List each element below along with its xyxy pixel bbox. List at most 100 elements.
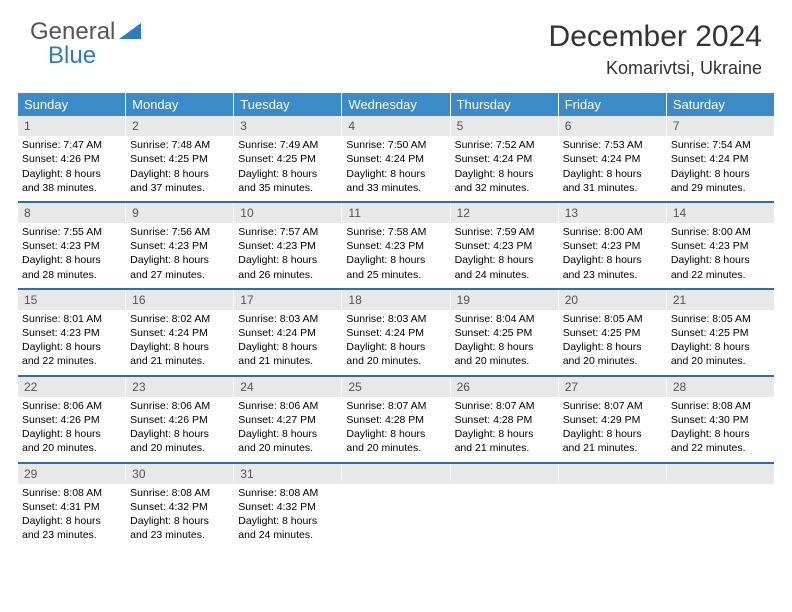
sunset-line: Sunset: 4:28 PM bbox=[455, 413, 554, 427]
title-block: December 2024 Komarivtsi, Ukraine bbox=[549, 20, 762, 79]
sunrise-line: Sunrise: 7:50 AM bbox=[346, 138, 445, 152]
sunset-line: Sunset: 4:24 PM bbox=[346, 152, 445, 166]
day-body: Sunrise: 8:01 AMSunset: 4:23 PMDaylight:… bbox=[18, 310, 125, 375]
day-header: Sunday bbox=[18, 93, 126, 116]
sunrise-line: Sunrise: 8:03 AM bbox=[346, 312, 445, 326]
sunset-line: Sunset: 4:23 PM bbox=[671, 239, 770, 253]
sunset-line: Sunset: 4:28 PM bbox=[346, 413, 445, 427]
day-number: 26 bbox=[451, 377, 558, 397]
sunset-line: Sunset: 4:25 PM bbox=[671, 326, 770, 340]
weeks-container: 1Sunrise: 7:47 AMSunset: 4:26 PMDaylight… bbox=[18, 116, 774, 548]
day-number: 27 bbox=[559, 377, 666, 397]
brand-part2-row: Blue bbox=[30, 44, 96, 68]
daylight-line: Daylight: 8 hours and 38 minutes. bbox=[22, 167, 121, 195]
day-number: 9 bbox=[126, 203, 233, 223]
day-body: Sunrise: 8:02 AMSunset: 4:24 PMDaylight:… bbox=[126, 310, 233, 375]
day-body: Sunrise: 8:05 AMSunset: 4:25 PMDaylight:… bbox=[559, 310, 666, 375]
sunset-line: Sunset: 4:23 PM bbox=[563, 239, 662, 253]
day-body: Sunrise: 7:49 AMSunset: 4:25 PMDaylight:… bbox=[234, 136, 341, 201]
daylight-line: Daylight: 8 hours and 20 minutes. bbox=[671, 340, 770, 368]
day-body: Sunrise: 8:08 AMSunset: 4:32 PMDaylight:… bbox=[126, 484, 233, 549]
day-cell: 2Sunrise: 7:48 AMSunset: 4:25 PMDaylight… bbox=[126, 116, 234, 201]
daylight-line: Daylight: 8 hours and 22 minutes. bbox=[671, 427, 770, 455]
day-number: 25 bbox=[342, 377, 449, 397]
brand-name: General bbox=[30, 20, 141, 44]
day-cell: 25Sunrise: 8:07 AMSunset: 4:28 PMDayligh… bbox=[342, 377, 450, 462]
day-number: 24 bbox=[234, 377, 341, 397]
sunset-line: Sunset: 4:25 PM bbox=[455, 326, 554, 340]
day-cell: 11Sunrise: 7:58 AMSunset: 4:23 PMDayligh… bbox=[342, 203, 450, 288]
day-number: 30 bbox=[126, 464, 233, 484]
day-cell: 20Sunrise: 8:05 AMSunset: 4:25 PMDayligh… bbox=[559, 290, 667, 375]
daylight-line: Daylight: 8 hours and 33 minutes. bbox=[346, 167, 445, 195]
day-cell bbox=[667, 464, 774, 549]
sunrise-line: Sunrise: 8:08 AM bbox=[22, 486, 121, 500]
day-cell: 24 Sunrise: 8:06 AMSunset: 4:27 PMDayligh… bbox=[234, 377, 342, 462]
day-body: Sunrise: 8:00 AMSunset: 4:23 PMDaylight:… bbox=[559, 223, 666, 288]
daylight-line: Daylight: 8 hours and 37 minutes. bbox=[130, 167, 229, 195]
sunrise-line: Sunrise: 7:59 AM bbox=[455, 225, 554, 239]
sunset-line: Sunset: 4:23 PM bbox=[130, 239, 229, 253]
day-number: 20 bbox=[559, 290, 666, 310]
sunrise-line: Sunrise: 8:08 AM bbox=[130, 486, 229, 500]
day-body: Sunrise: 7:59 AMSunset: 4:23 PMDaylight:… bbox=[451, 223, 558, 288]
day-header: Thursday bbox=[451, 93, 559, 116]
daylight-line: Daylight: 8 hours and 31 minutes. bbox=[563, 167, 662, 195]
daylight-line: Daylight: 8 hours and 20 minutes. bbox=[563, 340, 662, 368]
sunset-line: Sunset: 4:25 PM bbox=[563, 326, 662, 340]
sunrise-line: Sunrise: 8:06 AM bbox=[238, 399, 337, 413]
day-number: 16 bbox=[126, 290, 233, 310]
sunset-line: Sunset: 4:24 PM bbox=[671, 152, 770, 166]
day-body: Sunrise: 8:05 AMSunset: 4:25 PMDaylight:… bbox=[667, 310, 774, 375]
day-header: Tuesday bbox=[234, 93, 342, 116]
sunset-line: Sunset: 4:23 PM bbox=[22, 239, 121, 253]
day-number: 2 bbox=[126, 116, 233, 136]
daylight-line: Daylight: 8 hours and 29 minutes. bbox=[671, 167, 770, 195]
daylight-line: Daylight: 8 hours and 20 minutes. bbox=[238, 427, 337, 455]
sunset-line: Sunset: 4:24 PM bbox=[238, 326, 337, 340]
daylight-line: Daylight: 8 hours and 20 minutes. bbox=[346, 340, 445, 368]
sunset-line: Sunset: 4:23 PM bbox=[238, 239, 337, 253]
week-row: 1Sunrise: 7:47 AMSunset: 4:26 PMDaylight… bbox=[18, 116, 774, 203]
day-cell: 8Sunrise: 7:55 AMSunset: 4:23 PMDaylight… bbox=[18, 203, 126, 288]
day-body: Sunrise: 8:08 AMSunset: 4:32 PMDaylight:… bbox=[234, 484, 341, 549]
day-body: Sunrise: 7:53 AMSunset: 4:24 PMDaylight:… bbox=[559, 136, 666, 201]
sunrise-line: Sunrise: 7:54 AM bbox=[671, 138, 770, 152]
daylight-line: Daylight: 8 hours and 20 minutes. bbox=[130, 427, 229, 455]
day-number bbox=[451, 464, 558, 484]
sunrise-line: Sunrise: 8:06 AM bbox=[22, 399, 121, 413]
day-cell: 26 Sunrise: 8:07 AMSunset: 4:28 PMDayligh… bbox=[451, 377, 559, 462]
week-row: 29Sunrise: 8:08 AMSunset: 4:31 PMDayligh… bbox=[18, 464, 774, 549]
day-body: Sunrise: 8:06 AMSunset: 4:26 PMDaylight:… bbox=[18, 397, 125, 462]
day-cell: 10Sunrise: 7:57 AMSunset: 4:23 PMDayligh… bbox=[234, 203, 342, 288]
sunset-line: Sunset: 4:24 PM bbox=[130, 326, 229, 340]
daylight-line: Daylight: 8 hours and 24 minutes. bbox=[455, 253, 554, 281]
sunset-line: Sunset: 4:23 PM bbox=[346, 239, 445, 253]
day-body: Sunrise: 8:00 AMSunset: 4:23 PMDaylight:… bbox=[667, 223, 774, 288]
day-cell: 31Sunrise: 8:08 AMSunset: 4:32 PMDayligh… bbox=[234, 464, 342, 549]
sunrise-line: Sunrise: 8:01 AM bbox=[22, 312, 121, 326]
daylight-line: Daylight: 8 hours and 21 minutes. bbox=[455, 427, 554, 455]
day-cell: 3Sunrise: 7:49 AMSunset: 4:25 PMDaylight… bbox=[234, 116, 342, 201]
day-cell: 15Sunrise: 8:01 AMSunset: 4:23 PMDayligh… bbox=[18, 290, 126, 375]
day-cell: 16Sunrise: 8:02 AMSunset: 4:24 PMDayligh… bbox=[126, 290, 234, 375]
day-number bbox=[559, 464, 666, 484]
daylight-line: Daylight: 8 hours and 23 minutes. bbox=[563, 253, 662, 281]
sunrise-line: Sunrise: 7:52 AM bbox=[455, 138, 554, 152]
brand-logo: General Blue bbox=[30, 20, 141, 68]
sunrise-line: Sunrise: 8:05 AM bbox=[671, 312, 770, 326]
day-body: Sunrise: 8:08 AMSunset: 4:30 PMDaylight:… bbox=[667, 397, 774, 462]
day-number: 28 bbox=[667, 377, 774, 397]
sunset-line: Sunset: 4:23 PM bbox=[22, 326, 121, 340]
day-number: 8 bbox=[18, 203, 125, 223]
daylight-line: Daylight: 8 hours and 35 minutes. bbox=[238, 167, 337, 195]
day-cell: 12Sunrise: 7:59 AMSunset: 4:23 PMDayligh… bbox=[451, 203, 559, 288]
day-body: Sunrise: 7:50 AMSunset: 4:24 PMDaylight:… bbox=[342, 136, 449, 201]
sunrise-line: Sunrise: 8:02 AM bbox=[130, 312, 229, 326]
week-row: 8Sunrise: 7:55 AMSunset: 4:23 PMDaylight… bbox=[18, 203, 774, 290]
sunrise-line: Sunrise: 8:07 AM bbox=[455, 399, 554, 413]
week-row: 15Sunrise: 8:01 AMSunset: 4:23 PMDayligh… bbox=[18, 290, 774, 377]
sunrise-line: Sunrise: 8:06 AM bbox=[130, 399, 229, 413]
sunrise-line: Sunrise: 8:04 AM bbox=[455, 312, 554, 326]
sunset-line: Sunset: 4:27 PM bbox=[238, 413, 337, 427]
